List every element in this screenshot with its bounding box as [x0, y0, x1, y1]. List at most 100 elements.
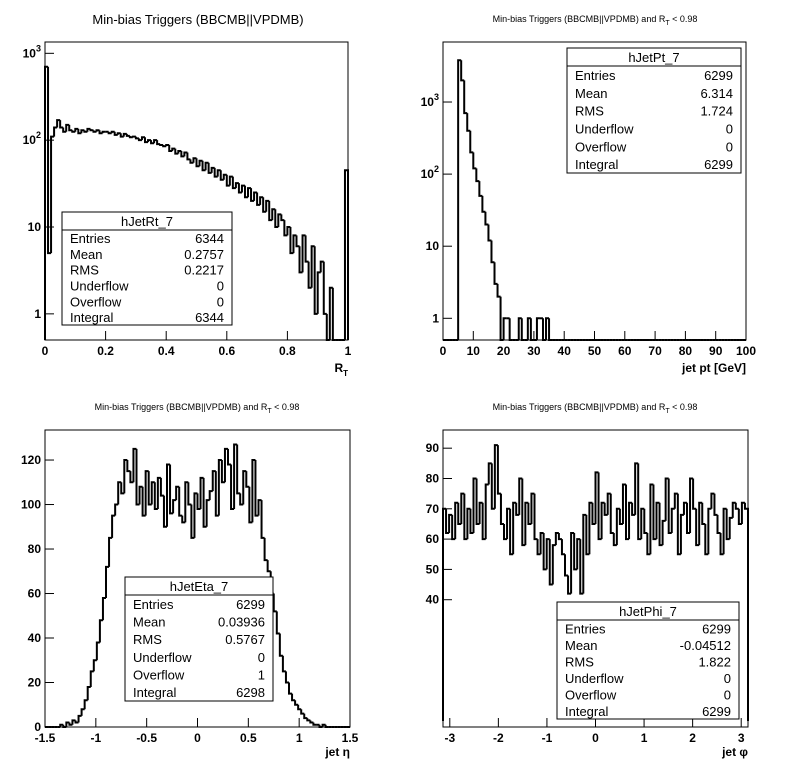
histogram-bin	[442, 507, 447, 721]
y-tick-label-exponent: 2	[434, 164, 439, 174]
stats-value: 6.314	[700, 86, 733, 101]
histogram-bin	[98, 619, 103, 643]
stats-value: 0	[217, 294, 224, 309]
stats-label: Entries	[565, 621, 606, 636]
histogram-bin	[65, 123, 70, 132]
histogram-bin	[300, 709, 305, 715]
x-tick-label: 60	[618, 344, 632, 358]
histogram-bin	[304, 235, 309, 263]
stats-value: 6299	[236, 597, 265, 612]
histogram-bin	[171, 147, 176, 152]
histogram-bin	[469, 130, 474, 154]
stats-label: Overflow	[70, 294, 122, 309]
histogram-bin	[535, 317, 540, 340]
histogram-bin	[140, 136, 145, 141]
histogram-bin	[108, 536, 113, 567]
histogram-bin	[213, 167, 218, 178]
histogram-bin	[518, 477, 523, 515]
x-tick-label: 20	[497, 344, 511, 358]
histogram-bin	[679, 513, 684, 555]
histogram-bin	[508, 318, 513, 341]
histogram-bin	[475, 168, 480, 183]
histogram-bin	[281, 655, 286, 673]
histogram-bin	[570, 532, 575, 594]
x-tick-label: 0.5	[240, 731, 257, 745]
histogram-bin	[603, 502, 608, 516]
histogram-bin	[56, 119, 61, 128]
histogram-bin	[490, 463, 495, 510]
histogram-bin	[193, 492, 198, 538]
y-tick-label: 10	[28, 220, 42, 234]
histogram-bin	[640, 507, 645, 540]
x-tick-label: 80	[679, 344, 693, 358]
histogram-bin	[294, 700, 299, 706]
histogram-bin	[153, 139, 158, 144]
y-tick-label-base: 10	[23, 133, 37, 147]
histogram-bin	[141, 486, 146, 517]
stats-value: 6298	[236, 685, 265, 700]
title-subscript: T	[267, 408, 272, 415]
histogram-bin	[475, 478, 480, 525]
x-tick-label: 1	[641, 731, 648, 745]
histogram-bin	[150, 140, 155, 145]
histogram-bin	[257, 499, 262, 516]
y-tick-label: 103	[23, 43, 41, 60]
histogram-bin	[216, 169, 221, 177]
histogram-bin	[487, 462, 492, 485]
x-axis-label: jet pt [GeV]	[681, 361, 746, 375]
y-tick-label: 40	[28, 631, 42, 645]
x-tick-label: 10	[467, 344, 481, 358]
histogram-bin	[201, 160, 206, 172]
histogram-bin	[484, 483, 489, 540]
histogram-bin	[65, 721, 70, 727]
histogram-bin	[168, 144, 173, 153]
histogram-bin	[484, 211, 489, 226]
stats-label: Underflow	[70, 278, 129, 293]
histogram-bin	[512, 501, 517, 555]
histogram-bin	[478, 181, 483, 197]
histogram-bin	[689, 477, 694, 534]
histogram-bin	[503, 523, 508, 541]
histogram-bin	[490, 240, 495, 264]
stats-label: Integral	[70, 310, 113, 325]
histogram-bin	[701, 502, 706, 525]
y-tick-label: 120	[21, 453, 41, 467]
stats-title: hJetEta_7	[170, 579, 229, 594]
y-tick-label: 102	[23, 130, 41, 147]
histogram-bin	[214, 471, 219, 517]
stats-label: Underflow	[575, 121, 634, 136]
histogram-bin	[670, 507, 675, 534]
histogram-bin	[86, 685, 91, 701]
histogram-bin	[234, 182, 239, 189]
title-text: Min-bias Triggers (BBCMB||VPDMB) and R	[493, 402, 666, 412]
histogram-bin	[655, 501, 660, 540]
histogram-bin	[89, 670, 94, 687]
histogram-bin	[183, 151, 188, 157]
x-tick-label: 1	[296, 731, 303, 745]
histogram-bin	[548, 539, 553, 586]
x-tick-label: 0	[440, 344, 447, 358]
histogram-bin	[460, 492, 465, 524]
histogram-bin	[728, 516, 733, 540]
histogram-bin	[591, 502, 596, 525]
histogram-bin	[628, 501, 633, 540]
histogram-bin	[125, 133, 130, 137]
histogram-bin	[117, 481, 122, 505]
stats-label: Integral	[565, 704, 608, 719]
histogram-bin	[551, 544, 556, 585]
histogram-bin	[180, 151, 185, 158]
histogram-bin	[343, 169, 349, 340]
histogram-bin	[606, 492, 611, 515]
x-tick-label: 30	[527, 344, 541, 358]
histogram-bin	[585, 514, 590, 556]
histogram-bin	[204, 161, 209, 171]
histogram-bin	[545, 317, 550, 340]
histogram-bin	[135, 448, 140, 506]
x-tick-label: 0	[42, 344, 49, 358]
histogram-bin	[316, 271, 321, 314]
histogram-bin	[62, 724, 67, 728]
histogram-bin	[190, 504, 195, 539]
histogram-bin	[297, 704, 302, 711]
x-axis-label-text: jet φ	[721, 745, 748, 759]
x-tick-label: 2	[689, 731, 696, 745]
